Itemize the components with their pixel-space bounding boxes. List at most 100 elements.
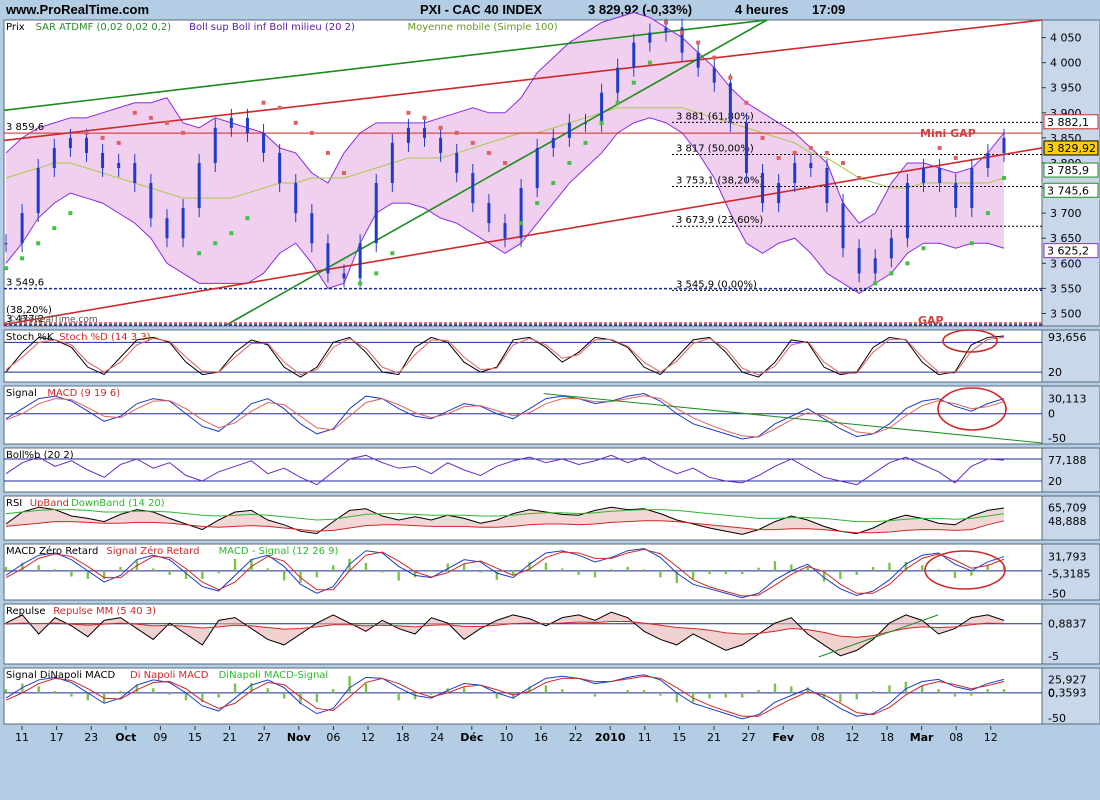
series-line [5, 454, 1005, 486]
bollb-legend: Boll%b (20 2) [6, 450, 74, 461]
rsi-legend: RSI UpBand DownBand (14 20) [6, 498, 165, 509]
sar-dot [4, 266, 8, 271]
x-tick-label: Déc [460, 731, 483, 744]
histogram-bar [119, 691, 122, 693]
histogram-bar [233, 683, 237, 693]
histogram-bar [201, 692, 204, 703]
histogram-bar [659, 692, 662, 696]
legend-item: Signal DiNapoli MACD [6, 670, 115, 681]
panel-repulse: 0,8837 -5 Repulse Repulse MM (5 40 3) [3, 603, 1100, 665]
histogram-bar [773, 561, 777, 571]
histogram-bar [381, 570, 384, 573]
candle-body [744, 122, 748, 173]
axis-label: 0 [1048, 408, 1055, 421]
series-line [5, 547, 1005, 599]
histogram-bar [708, 692, 711, 699]
candle-body [567, 122, 571, 138]
histogram-bar [282, 692, 286, 699]
series-line [5, 335, 1005, 378]
histogram-bar [806, 687, 809, 693]
sar-dot [631, 80, 636, 85]
candle-body [101, 152, 105, 168]
histogram-bar [593, 570, 597, 578]
histogram-bar [528, 686, 531, 693]
histogram-bar [970, 692, 973, 696]
histogram-bar [871, 691, 875, 693]
candle-body [294, 183, 298, 214]
histogram-bar [561, 689, 564, 693]
sar-dot [470, 140, 475, 145]
axis-label: 20 [1048, 366, 1062, 379]
fibonacci-label: 3 817 (50,00%) [676, 143, 754, 154]
site-name[interactable]: www.ProRealTime.com [6, 2, 150, 17]
candle-body [1002, 137, 1006, 153]
legend-item: Di Napoli MACD [130, 670, 209, 681]
macd_zero-axis-frame [1041, 543, 1100, 601]
candle-body [213, 127, 217, 163]
candle-body [245, 117, 249, 133]
candle-body [664, 27, 668, 33]
sar-dot [921, 246, 926, 251]
histogram-bar [217, 692, 220, 698]
histogram-bar [561, 568, 564, 571]
histogram-bar [70, 570, 73, 577]
histogram-bar [462, 563, 466, 571]
histogram-bar [152, 688, 155, 693]
legend-item: Repulse [6, 606, 45, 617]
candle-body [149, 183, 153, 219]
legend-item: DownBand (14 20) [71, 498, 165, 509]
histogram-bar [217, 570, 220, 574]
candle-body [857, 248, 861, 274]
histogram-bar [642, 569, 646, 571]
histogram-bar [315, 692, 319, 703]
histogram-bar [168, 570, 171, 575]
x-tick-label: 12 [361, 731, 375, 744]
sar-dot [390, 251, 395, 256]
stoch-highlight-ellipse [942, 329, 998, 353]
histogram-bar [446, 563, 449, 571]
histogram-bar [871, 566, 875, 571]
sar-dot [438, 125, 443, 130]
histogram-bar [610, 569, 613, 571]
fibonacci-label: 3 673,9 (23,60%) [676, 215, 763, 226]
legend-item: Boll sup Boll inf Boll milieu (20 2) [189, 22, 355, 33]
timeframe: 4 heures [735, 2, 789, 17]
sar-dot [647, 60, 652, 65]
x-tick-label: 15 [188, 731, 202, 744]
sar-dot [261, 100, 266, 105]
sar-dot [889, 271, 894, 276]
candle-body [873, 258, 877, 274]
fib-left-label: (38,20%) [6, 305, 52, 316]
histogram-bar [839, 692, 842, 703]
histogram-bar [332, 689, 335, 693]
legend-item: SAR ATDMF (0,02 0,02 0,2) [36, 22, 172, 33]
sar-dot [116, 140, 121, 145]
bollinger-lower-line [5, 117, 1005, 294]
histogram-bar [1002, 566, 1006, 571]
candle-body [374, 183, 378, 244]
dinapoli-legend: Signal DiNapoli MACD Di Napoli MACD DiNapo… [6, 670, 328, 681]
histogram-bar [757, 690, 760, 693]
histogram-bar [315, 570, 319, 578]
candle-body [938, 167, 942, 184]
histogram-bar [920, 565, 924, 571]
histogram-bar [413, 570, 417, 578]
price-label-text: 3 785,9 [1047, 164, 1089, 177]
histogram-bar [986, 689, 989, 693]
sar-dot [486, 150, 491, 155]
legend-item: Prix [6, 22, 25, 33]
bollb-plot-frame [3, 447, 1043, 493]
candle-body [52, 147, 56, 168]
sar-dot [164, 120, 169, 125]
axis-label: -50 [1048, 712, 1066, 725]
x-tick-label: 11 [15, 731, 29, 744]
sar-dot [728, 75, 733, 80]
y-tick-label: 3 650 [1050, 232, 1082, 245]
sar-dot [969, 241, 974, 246]
watermark: © ProRealTime.com [8, 315, 98, 325]
histogram-bar [332, 565, 335, 571]
candle-body [229, 117, 233, 128]
x-tick-label: Mar [910, 731, 934, 744]
